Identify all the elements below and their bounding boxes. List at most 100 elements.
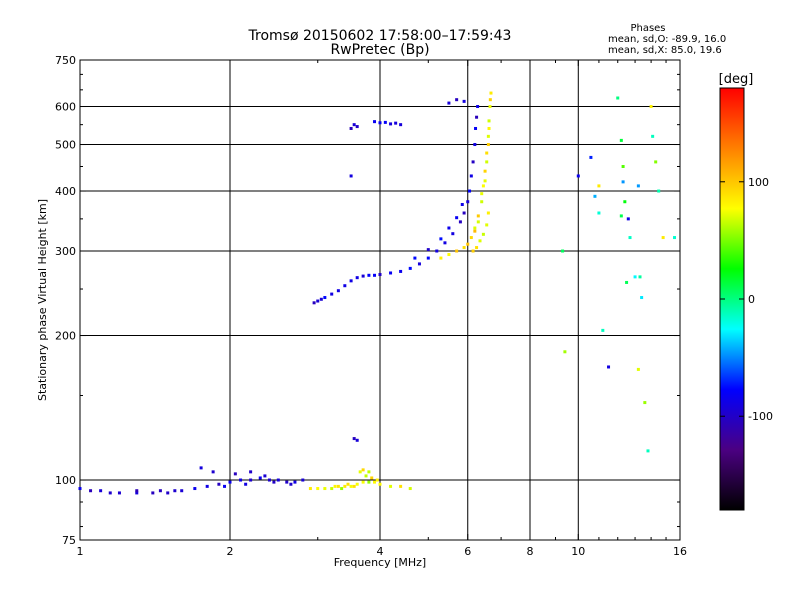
data-point [471,249,475,253]
data-point [117,491,121,495]
data-point [340,487,344,491]
data-point [435,249,439,253]
data-point [394,121,398,125]
data-point [308,487,312,491]
data-point [316,487,320,491]
data-point [462,99,466,103]
data-point [180,489,184,493]
data-point [673,236,677,240]
data-points [78,91,677,495]
data-point [399,269,403,273]
data-point [319,297,323,301]
data-point [349,484,353,488]
data-point [561,249,565,253]
grid-lines [80,60,680,540]
y-tick-label: 200 [55,330,76,343]
data-point [361,468,365,472]
data-point [471,160,475,164]
data-point [483,179,487,183]
data-point [476,214,480,218]
data-point [355,125,359,129]
data-point [447,226,451,230]
data-point [378,273,382,277]
data-point [481,232,485,236]
data-point [355,276,359,280]
data-point [78,487,82,491]
data-point [478,239,482,243]
data-point [399,484,403,488]
data-point [378,482,382,486]
colorbar-tick-label: 100 [748,176,769,189]
data-point [336,484,340,488]
data-point [475,246,479,250]
data-point [576,174,580,178]
data-point [193,487,197,491]
x-axis: 1 2 4 6 8 10 16 [77,60,687,558]
data-point [426,256,430,260]
data-point [469,174,473,178]
data-point [352,484,356,488]
data-point [616,96,620,100]
x-tick-label: 16 [673,545,687,558]
data-point [205,484,209,488]
data-point [408,266,412,270]
chart-title: Tromsø 20150602 17:58:00–17:59:43 [248,28,512,44]
colorbar-tick-label: -100 [748,410,773,423]
data-point [349,126,353,130]
data-point [451,232,455,236]
data-point [352,123,356,127]
data-point [487,119,491,123]
data-point [135,489,139,493]
data-point [301,478,305,482]
data-point [649,105,653,109]
colorbar-label: [deg] [719,72,754,87]
data-point [349,279,353,283]
data-point [626,217,630,221]
data-point [475,115,479,119]
y-tick-label: 750 [55,54,76,67]
data-point [601,328,605,332]
data-point [249,478,253,482]
data-point [447,101,451,105]
data-point [89,489,93,493]
data-point [413,256,417,260]
data-point [389,271,393,275]
data-point [563,350,567,354]
data-point [389,122,393,126]
data-point [333,484,337,488]
data-point [355,438,359,442]
data-point [474,126,478,130]
data-point [486,134,490,138]
data-point [289,482,293,486]
data-point [607,365,611,369]
data-point [330,292,334,296]
data-point [483,169,487,173]
data-point [228,480,232,484]
data-point [623,200,627,204]
y-tick-label: 600 [55,101,76,114]
x-tick-label: 2 [227,545,234,558]
y-axis: 75 100 200 300 400 500 600 750 [55,54,680,547]
data-point [267,478,271,482]
data-point [135,491,139,495]
data-point [293,480,297,484]
data-point [367,480,371,484]
data-point [597,211,601,215]
data-point [166,491,170,495]
data-point [378,121,382,125]
data-point [239,478,243,482]
data-point [651,134,655,138]
data-point [654,160,658,164]
data-point [258,476,262,480]
data-point [375,478,379,482]
data-point [426,248,430,252]
data-point [272,480,276,484]
data-point [625,280,629,284]
data-point [364,474,368,478]
data-point [638,275,642,279]
data-point [468,189,472,193]
data-point [480,200,484,204]
data-point [336,289,340,293]
y-axis-label: Stationary phase Virtual Height [km] [36,199,49,401]
